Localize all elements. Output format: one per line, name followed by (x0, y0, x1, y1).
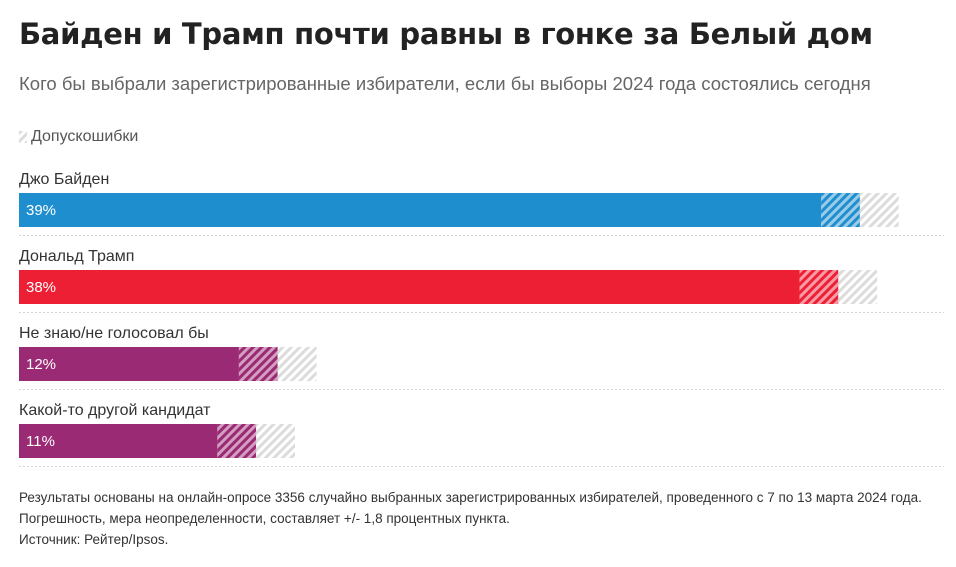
footnote: Результаты основаны на онлайн-опросе 335… (19, 487, 944, 550)
bar-value-label: 11% (26, 433, 55, 450)
error-band-upper (859, 193, 899, 227)
bar-chart: Джо Байден 39% Дональд Трамп 38% Не знаю/не … (19, 171, 944, 467)
category-label: Какой-то другой кандидат (19, 402, 211, 419)
bar-row-1 (19, 193, 822, 227)
bar-row-4 (19, 424, 218, 458)
bar-row-2 (19, 270, 800, 304)
footnote-source: Источник: Рейтер/Ipsos. (19, 532, 169, 547)
error-band-upper (838, 270, 878, 304)
legend: Допускошибки (19, 128, 138, 146)
footnote-text: Результаты основаны на онлайн-опросе 335… (19, 490, 922, 526)
bar-value-label: 39% (26, 202, 56, 219)
category-label: Джо Байден (19, 171, 109, 188)
bar-row-3 (19, 347, 239, 381)
category-label: Дональд Трамп (19, 248, 134, 265)
bar-value-label: 12% (26, 356, 56, 373)
error-band-upper (256, 424, 295, 458)
error-band-lower-hatch (821, 193, 860, 227)
error-band-upper (277, 347, 317, 381)
chart-title: Байден и Трамп почти равны в гонке за Бе… (19, 17, 873, 51)
error-band-lower-hatch (217, 424, 257, 458)
error-band-lower-hatch (238, 347, 278, 381)
chart-subtitle: Кого бы выбрали зарегистрированные избир… (19, 73, 871, 94)
hatch-swatch-icon (19, 131, 27, 143)
bar-value-label: 38% (26, 279, 56, 296)
error-band-lower-hatch (799, 270, 839, 304)
legend-label: Допускошибки (31, 128, 139, 145)
category-label: Не знаю/не голосовал бы (19, 325, 209, 342)
